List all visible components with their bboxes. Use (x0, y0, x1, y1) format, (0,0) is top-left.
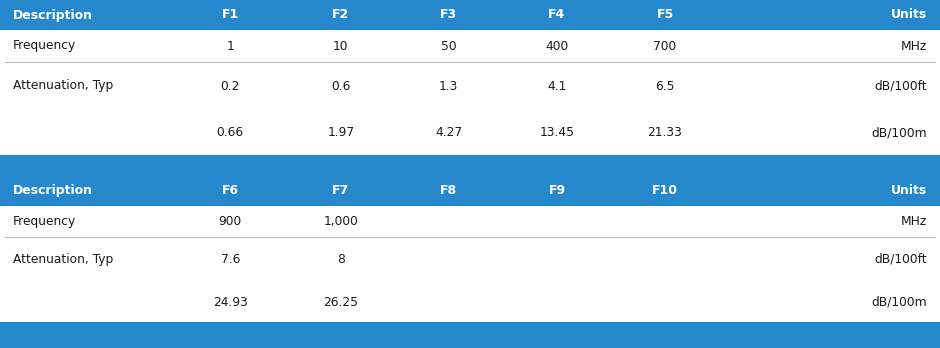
Text: dB/100ft: dB/100ft (874, 79, 927, 93)
Text: 13.45: 13.45 (540, 126, 574, 139)
Bar (0, 322, 940, 348)
Text: 8: 8 (337, 253, 345, 266)
Text: F1: F1 (222, 8, 239, 22)
Polygon shape (0, 208, 294, 320)
Polygon shape (2, 208, 346, 320)
Text: 0.66: 0.66 (217, 126, 243, 139)
Text: F5: F5 (656, 8, 674, 22)
Text: 1: 1 (227, 40, 234, 53)
Bar (0, 206, 940, 322)
Text: 0.2: 0.2 (221, 79, 240, 93)
Text: 1,000: 1,000 (323, 215, 358, 228)
Polygon shape (458, 32, 830, 152)
Text: Frequency: Frequency (13, 215, 76, 228)
Text: 400: 400 (545, 40, 569, 53)
Polygon shape (237, 208, 581, 320)
Text: dB/100m: dB/100m (871, 295, 927, 308)
Text: 26.25: 26.25 (323, 295, 358, 308)
Polygon shape (133, 208, 478, 320)
Polygon shape (185, 208, 529, 320)
Text: dB/100ft: dB/100ft (874, 253, 927, 266)
Text: F2: F2 (332, 8, 350, 22)
Text: Frequency: Frequency (13, 40, 76, 53)
Polygon shape (0, 32, 257, 152)
Text: 6.5: 6.5 (655, 79, 675, 93)
Text: 10: 10 (333, 40, 349, 53)
Polygon shape (223, 32, 595, 152)
Text: dB/100m: dB/100m (871, 126, 927, 139)
Polygon shape (0, 208, 243, 320)
Polygon shape (472, 208, 816, 320)
Text: Units: Units (890, 184, 927, 197)
Polygon shape (0, 32, 308, 152)
Bar (0, 155, 940, 175)
Text: 1.97: 1.97 (327, 126, 354, 139)
Bar (0, 0, 940, 30)
Text: F10: F10 (652, 184, 678, 197)
Text: 0.6: 0.6 (331, 79, 351, 93)
Text: F3: F3 (440, 8, 458, 22)
Polygon shape (171, 32, 543, 152)
Text: Description: Description (13, 8, 93, 22)
Text: Attenuation, Typ: Attenuation, Typ (13, 253, 114, 266)
Text: 700: 700 (653, 40, 677, 53)
Text: F4: F4 (548, 8, 566, 22)
Text: Description: Description (13, 184, 93, 197)
Polygon shape (368, 208, 713, 320)
Text: 7.6: 7.6 (221, 253, 240, 266)
Text: Attenuation, Typ: Attenuation, Typ (13, 79, 114, 93)
Polygon shape (420, 208, 764, 320)
Text: 24.93: 24.93 (212, 295, 248, 308)
Polygon shape (354, 32, 727, 152)
Text: 900: 900 (219, 215, 242, 228)
Text: 21.33: 21.33 (648, 126, 682, 139)
Text: MHz: MHz (901, 40, 927, 53)
Text: Units: Units (890, 8, 927, 22)
Text: 4.1: 4.1 (547, 79, 567, 93)
Text: 4.27: 4.27 (435, 126, 462, 139)
Text: F8: F8 (440, 184, 458, 197)
Text: F9: F9 (548, 184, 566, 197)
Bar (0, 30, 940, 155)
Text: F6: F6 (222, 184, 239, 197)
Polygon shape (0, 32, 360, 152)
Bar (0, 175, 940, 206)
Polygon shape (406, 32, 778, 152)
Text: F7: F7 (332, 184, 350, 197)
Text: 1.3: 1.3 (439, 79, 459, 93)
Text: MHz: MHz (901, 215, 927, 228)
Polygon shape (119, 32, 492, 152)
Text: 50: 50 (441, 40, 457, 53)
